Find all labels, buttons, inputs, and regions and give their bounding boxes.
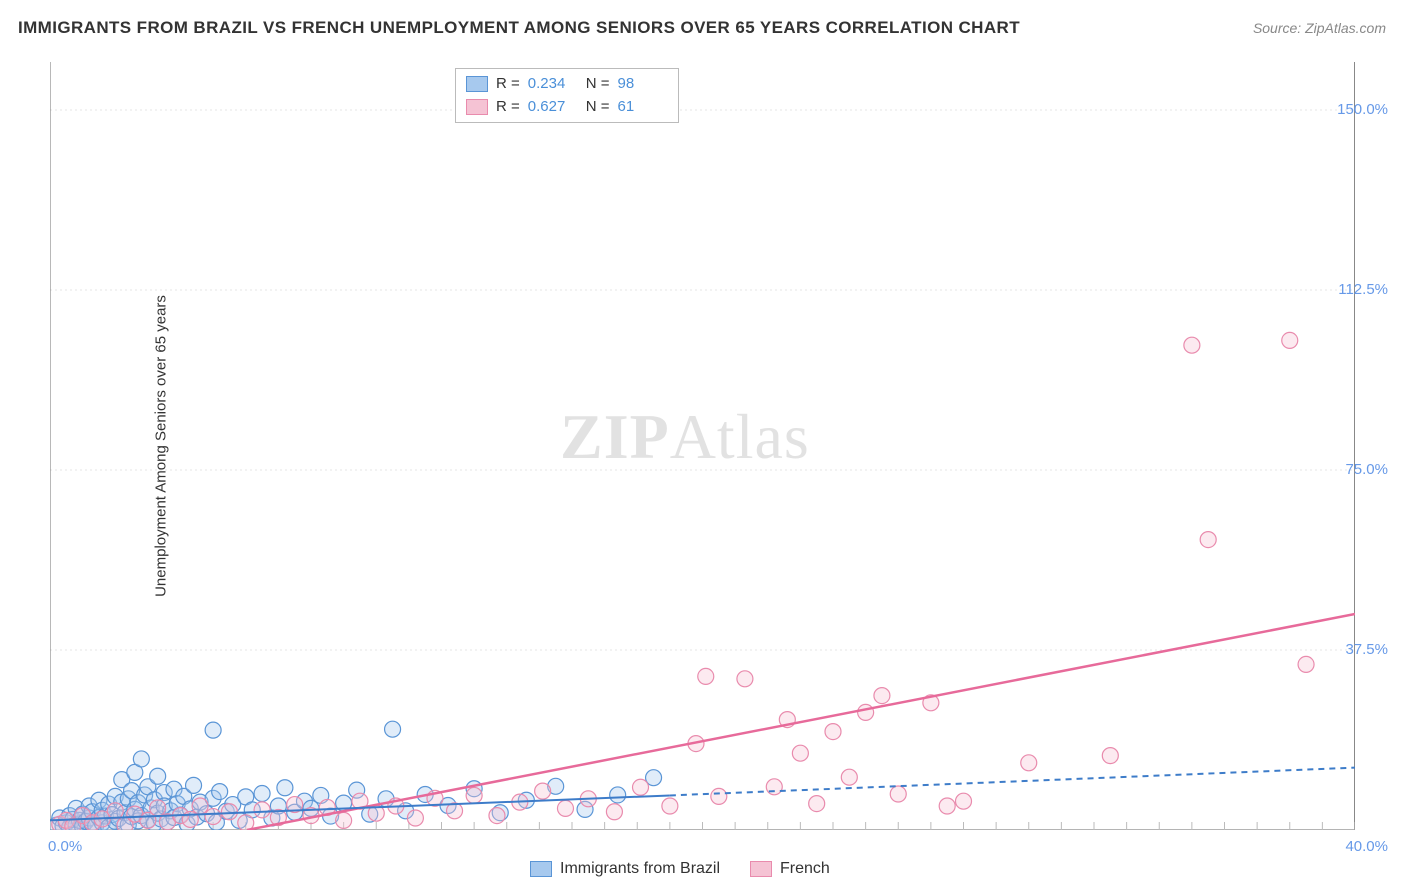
chart-container: IMMIGRANTS FROM BRAZIL VS FRENCH UNEMPLO…	[0, 0, 1406, 892]
legend-series-item: French	[750, 860, 830, 878]
legend-r_label: R =	[496, 73, 520, 96]
legend-r_val: 0.627	[528, 96, 578, 119]
legend-series: Immigrants from Brazil French	[530, 860, 830, 878]
legend-r_val: 0.234	[528, 73, 578, 96]
y-tick-label: 150.0%	[1337, 101, 1388, 118]
legend-stats: R = 0.234 N = 98 R = 0.627 N = 61	[455, 68, 679, 123]
y-tick-label: 112.5%	[1338, 281, 1388, 298]
chart-title: IMMIGRANTS FROM BRAZIL VS FRENCH UNEMPLO…	[18, 18, 1020, 38]
y-tick-label: 75.0%	[1345, 461, 1388, 478]
legend-swatch	[530, 861, 552, 877]
legend-n_label: N =	[586, 73, 610, 96]
legend-series-item: Immigrants from Brazil	[530, 860, 720, 878]
source-label: Source: ZipAtlas.com	[1253, 20, 1386, 36]
legend-swatch	[466, 99, 488, 115]
legend-stat-row: R = 0.234 N = 98	[466, 73, 668, 96]
legend-series-label: Immigrants from Brazil	[560, 860, 720, 878]
legend-swatch	[750, 861, 772, 877]
legend-stat-row: R = 0.627 N = 61	[466, 96, 668, 119]
x-max-label: 40.0%	[1345, 838, 1388, 855]
chart-svg	[50, 62, 1355, 830]
legend-r_label: R =	[496, 96, 520, 119]
legend-swatch	[466, 76, 488, 92]
legend-n_label: N =	[586, 96, 610, 119]
legend-series-label: French	[780, 860, 830, 878]
legend-n_val: 61	[618, 96, 668, 119]
x-origin-label: 0.0%	[48, 838, 82, 855]
plot-area	[50, 62, 1355, 830]
y-tick-label: 37.5%	[1345, 641, 1388, 658]
legend-n_val: 98	[618, 73, 668, 96]
